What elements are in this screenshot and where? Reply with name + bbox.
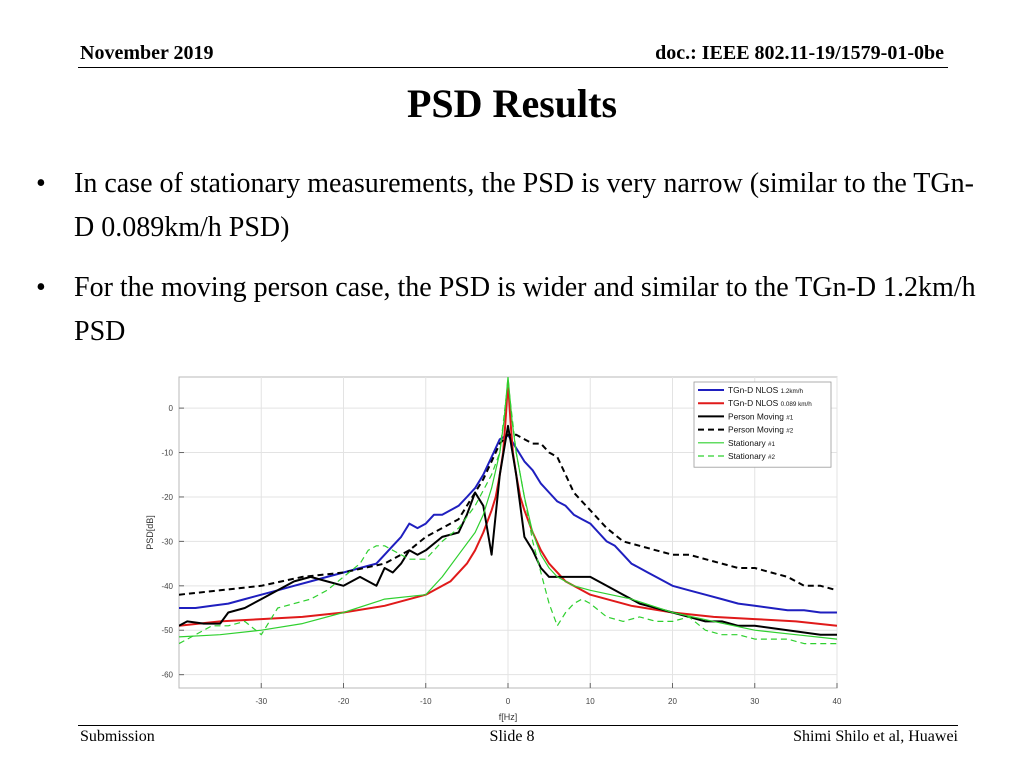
footer-author: Shimi Shilo et al, Huawei (793, 728, 958, 745)
bullet-text: In case of stationary measurements, the … (74, 168, 974, 243)
header-divider (78, 67, 948, 68)
legend-entry-suffix: 1.2km/h (781, 388, 804, 395)
y-axis-label: PSD[dB] (145, 515, 155, 550)
legend-entry-suffix: #2 (786, 428, 794, 435)
x-tick-label: -20 (338, 697, 350, 706)
x-tick-label: 0 (506, 697, 511, 706)
x-tick-label: 10 (586, 697, 595, 706)
x-tick-label: -30 (255, 697, 267, 706)
x-tick-label: 40 (833, 697, 842, 706)
legend-box (693, 381, 832, 468)
legend-entry-suffix: 0.089 km/h (781, 401, 813, 408)
legend-entry: Stationary #1 (728, 438, 776, 448)
legend: TGn-D NLOS 1.2km/h TGn-D NLOS 0.089 km/h P… (693, 381, 832, 468)
legend-entry: Person Moving #1 (728, 411, 794, 421)
legend-entry-suffix: #1 (786, 414, 794, 421)
series-line-5 (179, 377, 837, 640)
footer-divider (78, 725, 958, 726)
y-tick-label: 0 (169, 404, 174, 413)
bullet-icon: • (36, 272, 46, 303)
header-doc-id: doc.: IEEE 802.11-19/1579-01-0be (655, 42, 944, 64)
legend-entry: Person Moving #2 (728, 425, 794, 435)
y-tick-label: -20 (161, 493, 173, 502)
y-tick-label: -60 (161, 671, 173, 680)
y-tick-label: -40 (161, 582, 173, 591)
x-axis-label: f[Hz] (499, 712, 518, 722)
bullet-item: • For the moving person case, the PSD is … (30, 266, 990, 354)
footer-submission: Submission (80, 728, 155, 745)
bullet-text: For the moving person case, the PSD is w… (74, 272, 976, 347)
psd-chart: -30 -20 -10 0 10 20 30 40 0 -10 -20 -30 -40 -50 -60 f[H… (145, 376, 842, 722)
y-tick-label: -10 (161, 449, 173, 458)
slide-title: PSD Results (406, 81, 618, 126)
legend-entry-suffix: #1 (768, 441, 776, 448)
legend-entry: Stationary #2 (728, 451, 776, 461)
y-tick-label: -30 (161, 537, 173, 546)
header-date: November 2019 (80, 42, 214, 64)
legend-entry: TGn-D NLOS 1.2km/h (728, 385, 803, 395)
footer-slide-number: Slide 8 (489, 728, 535, 745)
x-tick-label: 30 (750, 697, 759, 706)
legend-entry: TGn-D NLOS 0.089 km/h (728, 398, 812, 408)
bullet-item: • In case of stationary measurements, the… (30, 162, 990, 250)
bullet-list: • In case of stationary measurements, the… (30, 162, 990, 370)
y-tick-label: -50 (161, 626, 173, 635)
bullet-icon: • (36, 168, 46, 199)
x-tick-label: 20 (668, 697, 677, 706)
series-line-3 (179, 424, 837, 636)
series-line-6 (179, 380, 837, 645)
x-tick-label: -10 (420, 697, 432, 706)
series-line-4 (179, 433, 837, 596)
legend-entry-suffix: #2 (768, 454, 776, 461)
